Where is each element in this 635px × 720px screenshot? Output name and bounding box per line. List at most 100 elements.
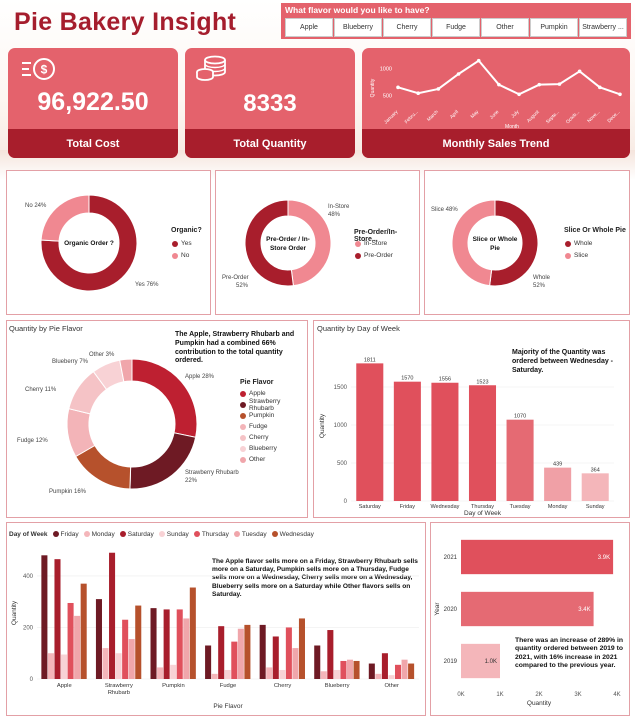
grouped-bar xyxy=(102,648,109,679)
slice-center-line2: Pie xyxy=(490,245,500,252)
flavor-panel: Quantity by Pie Flavor The Apple, Strawb… xyxy=(6,320,308,518)
grouped-note: The Apple flavor sells more on a Friday,… xyxy=(212,558,418,598)
grouped-bar xyxy=(183,618,190,679)
grouped-bar xyxy=(176,609,183,679)
trend-point xyxy=(497,82,501,87)
day-bar-monday xyxy=(544,467,572,501)
grouped-legend-item[interactable]: Monday xyxy=(83,531,115,538)
trend-xtick: Nove... xyxy=(586,109,601,124)
day-bar-thursday xyxy=(468,385,497,501)
day-chart-title: Quantity by Day of Week xyxy=(317,324,400,333)
grouped-bar xyxy=(388,675,395,679)
slicer-option-apple[interactable]: Apple xyxy=(285,18,333,37)
legend-label: Saturday xyxy=(127,530,154,538)
preorder-legend-preorder[interactable]: Pre-Order xyxy=(355,250,393,261)
legend-label: Wednesday xyxy=(279,530,314,538)
slicer-option-fudge[interactable]: Fudge xyxy=(432,18,480,37)
flavor-legend-item[interactable]: Pumpkin xyxy=(240,410,307,421)
slicer-option-blueberry[interactable]: Blueberry xyxy=(334,18,382,37)
flavor-legend-item[interactable]: Strawberry Rhubarb xyxy=(240,398,307,412)
year-xtick: 2K xyxy=(535,692,542,698)
legend-dot xyxy=(83,531,90,537)
slice-donut-chart: Slice or Whole Pie Whole 52% Slice 48% xyxy=(431,199,551,289)
grouped-bar xyxy=(150,608,157,679)
flavor-legend-item[interactable]: Apple xyxy=(240,388,307,399)
flavor-data-label: Cherry 11% xyxy=(25,387,57,393)
day-xtick: Sunday xyxy=(586,504,605,510)
grouped-bar xyxy=(353,660,360,679)
slicer-option-cherry[interactable]: Cherry xyxy=(383,18,431,37)
flavor-data-label: Other 3% xyxy=(89,352,115,358)
organic-slice-no xyxy=(40,194,90,242)
grouped-bar xyxy=(394,664,402,679)
legend-dot xyxy=(172,252,178,259)
legend-label: Slice xyxy=(574,252,589,259)
preorder-panel: Pre-Order / In- Store Order In-Store 48% Pre… xyxy=(215,170,420,315)
day-value-label: 1070 xyxy=(514,414,526,420)
grouped-legend-item[interactable]: Saturday xyxy=(119,530,154,538)
organic-legend-yes[interactable]: Yes xyxy=(172,238,192,249)
grouped-legend-item[interactable]: Thursday xyxy=(193,531,229,538)
legend-dot xyxy=(240,423,246,430)
preorder-donut-chart: Pre-Order / In- Store Order In-Store 48% Pre… xyxy=(222,199,350,289)
grouped-bar xyxy=(170,664,177,679)
year-bar-2019 xyxy=(461,643,500,679)
organic-legend-title: Organic? xyxy=(171,227,202,234)
flavor-legend-item[interactable]: Fudge xyxy=(240,421,307,432)
organic-legend-no[interactable]: No xyxy=(172,250,189,261)
grouped-bar xyxy=(135,605,142,679)
day-xtick: Friday xyxy=(400,504,416,510)
legend-dot xyxy=(158,531,165,537)
legend-dot xyxy=(565,240,571,247)
slice-label-slice: Slice 48% xyxy=(431,207,458,213)
flavor-donut-chart: Apple 28% Strawberry Rhubarb 22% Pumpkin 16… xyxy=(17,352,239,495)
monthly-trend-card: Quantity 1000 500 January Febru... March April… xyxy=(362,48,630,158)
grouped-bar xyxy=(292,648,299,679)
grouped-ylabel: Quantity xyxy=(11,600,18,625)
grouped-legend-title: Day of Week xyxy=(9,530,48,538)
preorder-slice-pre-order xyxy=(244,199,294,287)
slicer-option-strawberry[interactable]: Strawberry ... xyxy=(579,18,627,37)
trend-ytick: 1000 xyxy=(380,67,392,73)
grouped-bar xyxy=(157,667,164,679)
day-panel: Quantity by Day of Week Majority of the … xyxy=(313,320,630,518)
year-bar-chart: 0K 1K 2K 3K 4K Quantity Year 2021 3.9K 2020 3.4K 20… xyxy=(434,539,621,707)
flavor-legend-item[interactable]: Cherry xyxy=(240,432,307,443)
day-value-label: 1811 xyxy=(364,357,376,363)
trend-xtick: Octob... xyxy=(565,109,581,125)
grouped-bar xyxy=(285,627,292,679)
slice-legend-slice[interactable]: Slice xyxy=(565,250,588,261)
grouped-bar xyxy=(205,645,212,679)
legend-label: Fudge xyxy=(249,423,268,430)
trend-xtick: January xyxy=(383,109,400,126)
grouped-legend-item[interactable]: Wednesday xyxy=(271,530,314,538)
slicer-option-pumpkin[interactable]: Pumpkin xyxy=(530,18,578,37)
grouped-bar xyxy=(272,636,279,679)
grouped-bar xyxy=(47,653,54,679)
organic-donut-chart: Organic Order ? Yes 76% No 24% xyxy=(25,194,159,292)
trend-xtick: August xyxy=(526,109,541,124)
grouped-legend-item[interactable]: Tuesday xyxy=(233,531,267,538)
year-xtick: 4K xyxy=(613,692,620,698)
flavor-legend-item[interactable]: Other xyxy=(240,454,307,465)
monthly-trend-label: Monthly Sales Trend xyxy=(362,129,630,158)
legend-dot xyxy=(355,252,361,259)
grouped-legend-item[interactable]: Sunday xyxy=(158,531,189,538)
trend-point xyxy=(456,72,461,76)
grouped-bar xyxy=(67,602,74,679)
flavor-legend-item[interactable]: Blueberry xyxy=(240,443,307,454)
grouped-legend-item[interactable]: Friday xyxy=(52,531,79,538)
day-bar-saturday xyxy=(356,363,384,501)
grouped-bar xyxy=(259,624,266,679)
grouped-bar xyxy=(244,624,251,679)
grouped-ytick: 200 xyxy=(23,625,34,631)
slicer-option-other[interactable]: Other xyxy=(481,18,529,37)
preorder-label-preorder-pct: 52% xyxy=(236,283,249,289)
legend-dot xyxy=(565,252,571,259)
preorder-legend-title: Pre-Order/In-Store... xyxy=(354,229,398,243)
slice-legend-whole[interactable]: Whole xyxy=(565,238,592,249)
day-bar-wednesday xyxy=(431,382,459,501)
preorder-legend-instore[interactable]: In-Store xyxy=(355,238,387,249)
day-xtick: Wednesday xyxy=(430,504,459,510)
flavor-legend-title: Pie Flavor xyxy=(240,379,274,386)
